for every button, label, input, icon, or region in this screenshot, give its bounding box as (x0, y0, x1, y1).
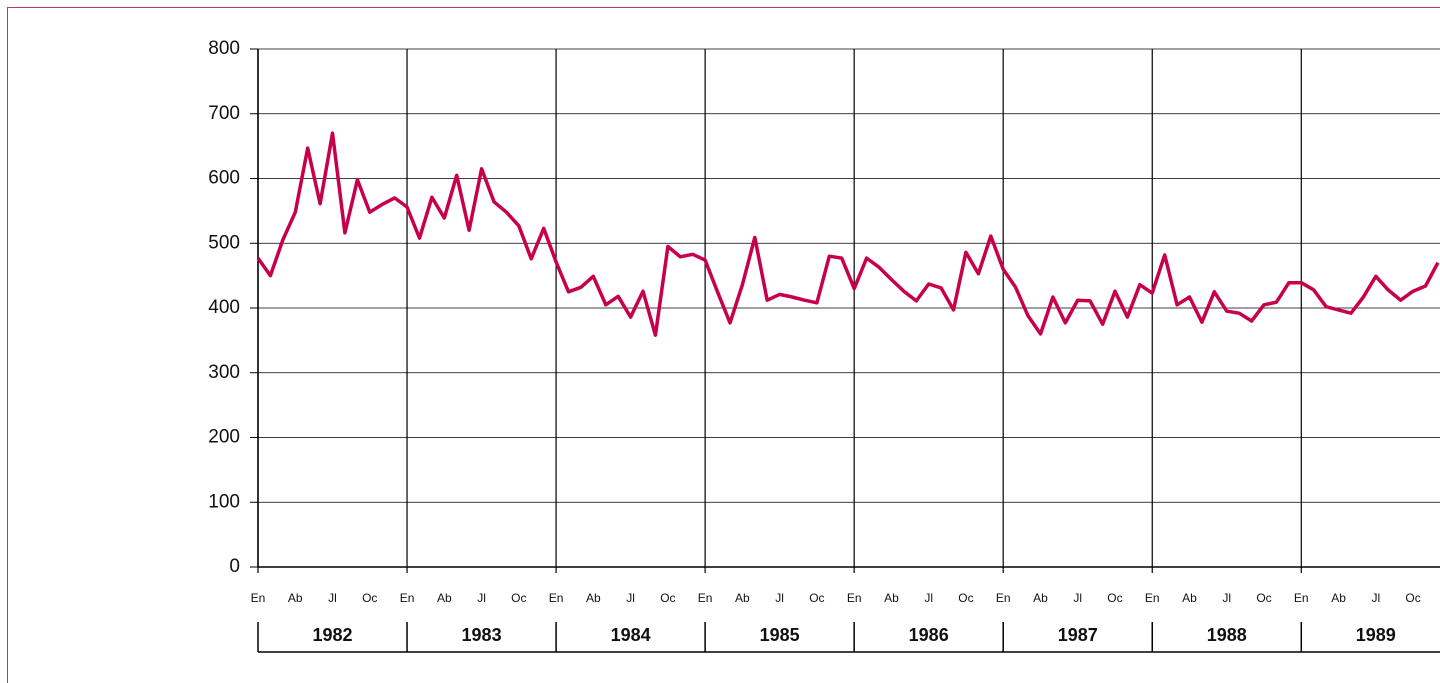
x-tick-label: En (847, 591, 862, 605)
year-label: 1983 (462, 625, 502, 645)
y-tick-label: 100 (208, 491, 240, 512)
x-tick-label: En (549, 591, 564, 605)
year-label: 1989 (1356, 625, 1396, 645)
x-tick-label: Oc (1256, 591, 1271, 605)
y-tick-label: 0 (229, 556, 240, 577)
x-tick-label: Ab (735, 591, 750, 605)
x-tick-label: Oc (1405, 591, 1420, 605)
x-tick-label: En (400, 591, 415, 605)
y-tick-label: 600 (208, 168, 240, 189)
x-tick-label: En (251, 591, 266, 605)
x-tick-label: Oc (1107, 591, 1122, 605)
x-tick-label: Ab (1182, 591, 1197, 605)
y-tick-label: 500 (208, 232, 240, 253)
x-tick-label: Jl (1371, 591, 1380, 605)
x-tick-label: Jl (328, 591, 337, 605)
year-label: 1984 (611, 625, 651, 645)
y-tick-label: 200 (208, 427, 240, 448)
x-tick-label: Oc (511, 591, 526, 605)
x-tick-label: En (698, 591, 713, 605)
x-tick-label: Oc (660, 591, 675, 605)
x-tick-label: Ab (1331, 591, 1346, 605)
x-tick-label: Oc (958, 591, 973, 605)
x-tick-label: Ab (586, 591, 601, 605)
x-tick-label: Jl (924, 591, 933, 605)
y-tick-label: 300 (208, 362, 240, 383)
y-tick-label: 700 (208, 103, 240, 124)
x-tick-label: Jl (775, 591, 784, 605)
y-tick-label: 400 (208, 297, 240, 318)
x-tick-label: Ab (288, 591, 303, 605)
x-tick-label: Ab (884, 591, 899, 605)
frame (7, 7, 1440, 683)
data-line (256, 131, 1440, 337)
year-label: 1982 (312, 625, 352, 645)
year-label: 1987 (1058, 625, 1098, 645)
x-tick-label: En (996, 591, 1011, 605)
x-tick-label: Ab (437, 591, 452, 605)
x-tick-label: En (1145, 591, 1160, 605)
year-label: 1988 (1207, 625, 1247, 645)
x-tick-label: Ab (1033, 591, 1048, 605)
x-tick-label: Jl (1222, 591, 1231, 605)
x-tick-label: Jl (626, 591, 635, 605)
x-tick-label: Jl (1073, 591, 1082, 605)
x-tick-label: En (1294, 591, 1309, 605)
x-tick-label: Oc (809, 591, 824, 605)
x-tick-label: Jl (477, 591, 486, 605)
x-tick-label: Oc (362, 591, 377, 605)
year-label: 1985 (760, 625, 800, 645)
y-tick-label: 800 (208, 38, 240, 59)
year-label: 1986 (909, 625, 949, 645)
